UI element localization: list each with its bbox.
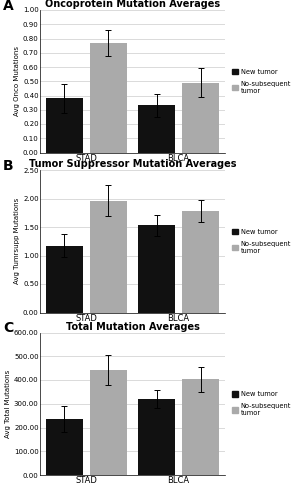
Legend: New tumor, No-subsequent
tumor: New tumor, No-subsequent tumor xyxy=(232,68,291,94)
Title: Tumor Suppressor Mutation Averages: Tumor Suppressor Mutation Averages xyxy=(29,159,236,169)
Legend: New tumor, No-subsequent
tumor: New tumor, No-subsequent tumor xyxy=(232,391,291,416)
Bar xyxy=(182,211,219,312)
Bar xyxy=(46,246,83,312)
Legend: New tumor, No-subsequent
tumor: New tumor, No-subsequent tumor xyxy=(232,228,291,254)
Bar xyxy=(46,98,83,152)
Text: A: A xyxy=(3,0,14,12)
Bar xyxy=(182,380,219,475)
Text: B: B xyxy=(3,158,14,172)
Y-axis label: Avg Tumrsupp Mutations: Avg Tumrsupp Mutations xyxy=(14,198,20,284)
Bar xyxy=(138,226,175,312)
Y-axis label: Avg Total Mutations: Avg Total Mutations xyxy=(5,370,11,438)
Text: C: C xyxy=(3,321,13,335)
Bar xyxy=(46,418,83,475)
Bar xyxy=(138,106,175,152)
Bar xyxy=(90,370,127,475)
Bar xyxy=(182,82,219,152)
Bar xyxy=(90,43,127,152)
Y-axis label: Avg Onco Mutations: Avg Onco Mutations xyxy=(14,46,20,116)
Title: Total Mutation Averages: Total Mutation Averages xyxy=(66,322,199,332)
Bar xyxy=(90,201,127,312)
Title: Oncoprotein Mutation Averages: Oncoprotein Mutation Averages xyxy=(45,0,220,9)
Bar xyxy=(138,398,175,475)
